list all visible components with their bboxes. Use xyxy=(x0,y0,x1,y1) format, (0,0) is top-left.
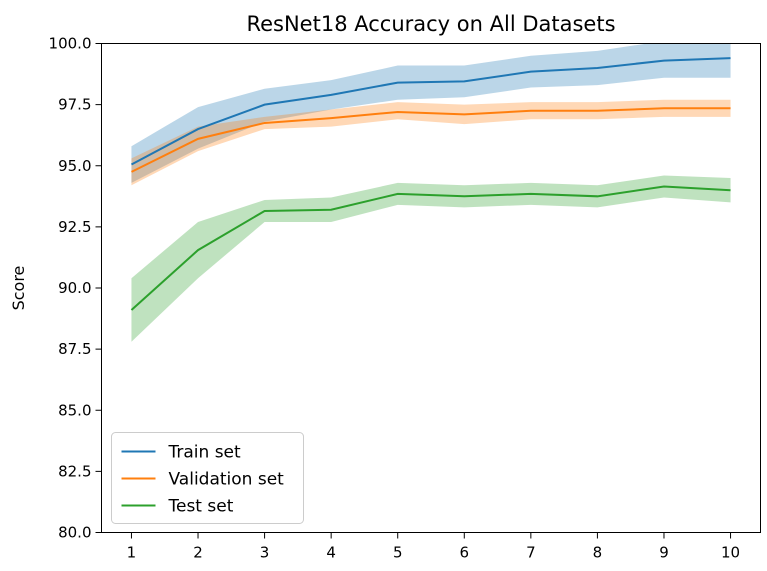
legend-label-test-set: Test set xyxy=(168,497,234,517)
train-set-band xyxy=(131,43,731,183)
y-axis-label: Score xyxy=(9,266,28,311)
y-tick-label: 95.0 xyxy=(58,157,91,175)
chart-title: ResNet18 Accuracy on All Datasets xyxy=(246,12,615,36)
x-tick-label: 1 xyxy=(127,544,137,562)
y-tick-label: 82.5 xyxy=(58,462,91,480)
y-tick-label: 85.0 xyxy=(58,401,91,419)
y-tick-label: 87.5 xyxy=(58,340,91,358)
x-tick-label: 2 xyxy=(193,544,203,562)
validation-set-line xyxy=(131,107,731,173)
x-tick-label: 10 xyxy=(721,544,740,562)
test-set-line xyxy=(130,185,731,311)
train-set-line xyxy=(130,57,731,166)
x-tick-label: 7 xyxy=(526,544,536,562)
legend-label-train-set: Train set xyxy=(168,443,242,463)
series-lines xyxy=(130,57,731,311)
x-tick-label: 6 xyxy=(460,544,470,562)
y-tick-label: 100.0 xyxy=(49,35,92,53)
y-tick-label: 92.5 xyxy=(58,218,91,236)
legend-box xyxy=(111,432,304,524)
x-tick-label: 4 xyxy=(326,544,336,562)
y-tick-label: 90.0 xyxy=(58,279,91,297)
x-tick-label: 5 xyxy=(393,544,403,562)
y-tick-label: 80.0 xyxy=(58,524,91,542)
x-axis-ticks: 1 2 3 4 5 6 7 8 9 10 xyxy=(127,532,740,562)
y-tick-label: 97.5 xyxy=(58,96,91,114)
legend: Train set Validation set Test set xyxy=(111,432,304,524)
x-tick-label: 3 xyxy=(260,544,270,562)
test-set-band xyxy=(131,175,731,342)
legend-label-validation-set: Validation set xyxy=(169,470,285,490)
x-tick-label: 9 xyxy=(659,544,669,562)
x-tick-label: 8 xyxy=(593,544,603,562)
y-axis-ticks: 80.0 82.5 85.0 87.5 90.0 92.5 95.0 97.5 100.0 xyxy=(49,35,102,542)
